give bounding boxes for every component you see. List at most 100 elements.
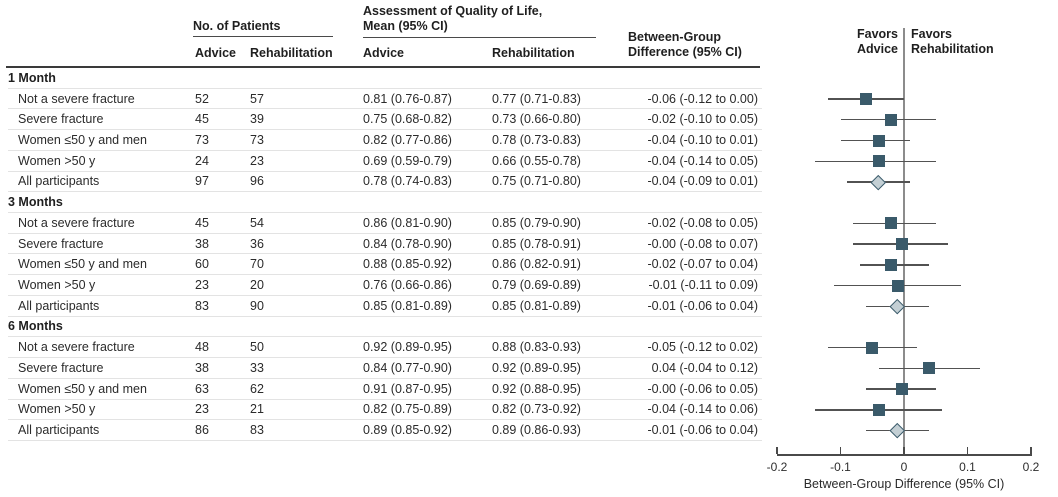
cell-n-advice: 73 [195,133,209,148]
group-header-difference-line2: Difference (95% CI) [628,45,742,59]
cell-difference: -0.01 (-0.11 to 0.09) [648,278,758,293]
x-axis-tick-label: 0.1 [959,460,976,474]
section-label: 6 Months [8,319,63,334]
favors-advice-line2: Advice [857,42,898,56]
ci-line [878,367,981,370]
ci-line [840,139,911,142]
x-axis-tick-label: -0.1 [830,460,851,474]
table-body: 1 Month Not a severe fracture 52 57 0.81 (0.… [0,68,762,441]
cell-qol-advice: 0.78 (0.74-0.83) [363,174,452,189]
cell-n-rehab: 62 [250,381,264,396]
row-label: Women >50 y [18,153,96,168]
cell-n-rehab: 83 [250,423,264,438]
row-label: All participants [18,423,100,438]
x-axis-tick [839,447,842,454]
table-row: All participants 83 90 0.85 (0.81-0.89) 0.85… [8,296,762,317]
cell-qol-rehab: 0.89 (0.86-0.93) [492,423,581,438]
cell-qol-advice: 0.84 (0.77-0.90) [363,360,452,375]
cell-qol-advice: 0.89 (0.85-0.92) [363,423,452,438]
ci-line [853,222,936,225]
cell-n-advice: 63 [195,381,209,396]
row-label: All participants [18,174,100,189]
cell-difference: -0.06 (-0.12 to 0.00) [647,91,758,106]
zero-reference-line [903,28,905,455]
x-axis-tick-label: -0.2 [766,460,788,474]
subgroup-estimate-square [885,113,898,126]
cell-n-advice: 83 [195,298,209,313]
cell-difference: -0.02 (-0.08 to 0.05) [647,215,758,230]
cell-n-advice: 45 [195,112,209,127]
subheader-n-rehabilitation: Rehabilitation [250,46,333,60]
ci-line [846,181,911,183]
cell-difference: -0.05 (-0.12 to 0.02) [647,340,758,355]
cell-difference: 0.04 (-0.04 to 0.12) [651,360,758,375]
cell-n-rehab: 70 [250,257,264,272]
table-row: Women >50 y 23 20 0.76 (0.66-0.86) 0.79 (0.6… [8,275,762,296]
subgroup-estimate-square [885,258,898,271]
cell-n-rehab: 57 [250,91,264,106]
subgroup-estimate-square [872,134,885,147]
x-axis-tick [903,447,905,454]
cell-difference: -0.01 (-0.06 to 0.04) [647,298,758,313]
cell-qol-rehab: 0.92 (0.89-0.95) [492,360,581,375]
section-header-row: 3 Months [8,192,762,214]
ci-line [865,388,936,390]
cell-n-advice: 38 [195,236,209,251]
cell-qol-advice: 0.92 (0.89-0.95) [363,340,452,355]
x-axis-tick [776,447,778,454]
favors-rehabilitation-line1: Favors [911,27,952,41]
cell-qol-advice: 0.76 (0.66-0.86) [363,278,452,293]
cell-qol-rehab: 0.85 (0.79-0.90) [492,215,581,230]
cell-n-advice: 23 [195,278,209,293]
table-row: Women >50 y 23 21 0.82 (0.75-0.89) 0.82 (0.7… [8,400,762,421]
cell-n-rehab: 54 [250,215,264,230]
cell-n-rehab: 33 [250,360,264,375]
cell-n-rehab: 23 [250,153,264,168]
row-label: Women ≤50 y and men [18,381,147,396]
table-row: Women >50 y 24 23 0.69 (0.59-0.79) 0.66 (0.5… [8,151,762,172]
cell-difference: -0.04 (-0.14 to 0.05) [647,153,758,168]
cell-qol-rehab: 0.79 (0.69-0.89) [492,278,581,293]
subgroup-estimate-square [891,279,904,292]
cell-n-advice: 45 [195,215,209,230]
cell-n-rehab: 21 [250,402,264,417]
cell-qol-advice: 0.75 (0.68-0.82) [363,112,452,127]
cell-qol-advice: 0.86 (0.81-0.90) [363,215,452,230]
cell-n-rehab: 73 [250,133,264,148]
ci-line [859,264,930,266]
cell-qol-rehab: 0.82 (0.73-0.92) [492,402,581,417]
cell-n-advice: 52 [195,91,209,106]
cell-difference: -0.02 (-0.07 to 0.04) [647,257,758,272]
table-row: Severe fracture 38 33 0.84 (0.77-0.90) 0.92 … [8,358,762,379]
cell-qol-rehab: 0.86 (0.82-0.91) [492,257,581,272]
row-label: Not a severe fracture [18,340,135,355]
cell-qol-rehab: 0.66 (0.55-0.78) [492,153,581,168]
table-row: Not a severe fracture 52 57 0.81 (0.76-0.87… [8,89,762,110]
ci-line [815,409,943,411]
x-axis-tick-label: 0 [900,460,908,474]
section-label: 1 Month [8,70,56,85]
subheader-qol-advice: Advice [363,46,404,60]
cell-n-advice: 97 [195,174,209,189]
table-row: Severe fracture 38 36 0.84 (0.78-0.90) 0.85 … [8,234,762,255]
cell-qol-advice: 0.91 (0.87-0.95) [363,381,452,396]
x-axis-line [777,454,1032,456]
cell-difference: -0.02 (-0.10 to 0.05) [647,112,758,127]
favors-rehabilitation-label: Favors Rehabilitation [911,27,994,57]
cell-n-advice: 38 [195,360,209,375]
cell-n-advice: 86 [195,423,209,438]
subgroup-estimate-square [872,403,885,416]
table-row: All participants 86 83 0.89 (0.85-0.92) 0.89… [8,420,762,441]
cell-qol-advice: 0.82 (0.77-0.86) [363,133,452,148]
cell-qol-advice: 0.85 (0.81-0.89) [363,298,452,313]
cell-difference: -0.04 (-0.10 to 0.01) [647,133,758,148]
subheader-n-advice: Advice [195,46,236,60]
row-label: Women ≤50 y and men [18,133,147,148]
cell-qol-rehab: 0.88 (0.83-0.93) [492,340,581,355]
table-row: Women ≤50 y and men 60 70 0.88 (0.85-0.92) 0… [8,254,762,276]
cell-qol-rehab: 0.77 (0.71-0.83) [492,91,581,106]
subgroup-estimate-square [885,217,898,230]
favors-advice-line1: Favors [857,27,898,41]
ci-line [865,305,930,307]
